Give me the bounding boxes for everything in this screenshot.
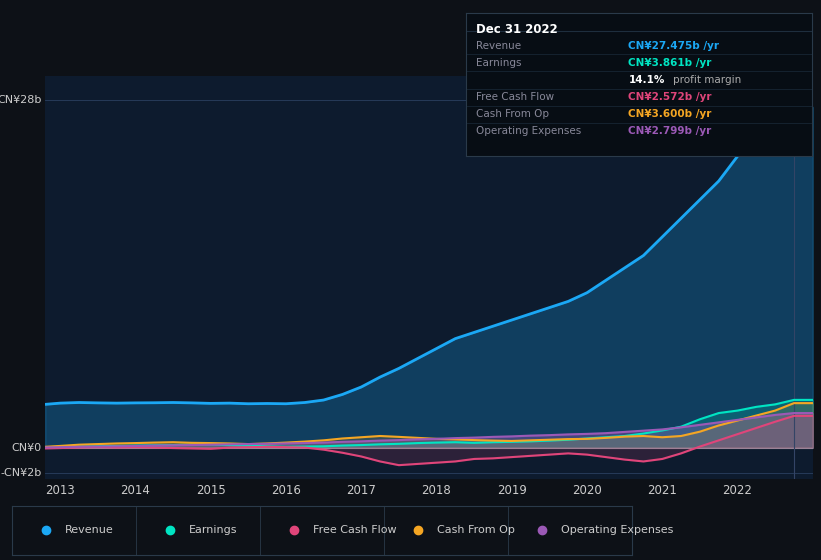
- Text: CN¥28b: CN¥28b: [0, 95, 41, 105]
- Text: CN¥2.572b /yr: CN¥2.572b /yr: [628, 92, 712, 102]
- Text: Revenue: Revenue: [65, 525, 114, 535]
- Text: CN¥3.861b /yr: CN¥3.861b /yr: [628, 58, 712, 68]
- Text: CN¥27.475b /yr: CN¥27.475b /yr: [628, 41, 719, 51]
- Text: -CN¥2b: -CN¥2b: [0, 468, 41, 478]
- Text: Operating Expenses: Operating Expenses: [476, 127, 581, 137]
- Text: CN¥2.799b /yr: CN¥2.799b /yr: [628, 127, 712, 137]
- Text: profit margin: profit margin: [673, 75, 741, 85]
- Text: CN¥3.600b /yr: CN¥3.600b /yr: [628, 109, 712, 119]
- Text: Cash From Op: Cash From Op: [476, 109, 549, 119]
- Text: Cash From Op: Cash From Op: [437, 525, 515, 535]
- Text: Free Cash Flow: Free Cash Flow: [313, 525, 397, 535]
- Text: Revenue: Revenue: [476, 41, 521, 51]
- Text: Dec 31 2022: Dec 31 2022: [476, 23, 557, 36]
- Text: Operating Expenses: Operating Expenses: [561, 525, 673, 535]
- Text: CN¥0: CN¥0: [11, 443, 41, 453]
- Text: Free Cash Flow: Free Cash Flow: [476, 92, 554, 102]
- Text: 14.1%: 14.1%: [628, 75, 665, 85]
- Text: Earnings: Earnings: [476, 58, 521, 68]
- Text: Earnings: Earnings: [189, 525, 237, 535]
